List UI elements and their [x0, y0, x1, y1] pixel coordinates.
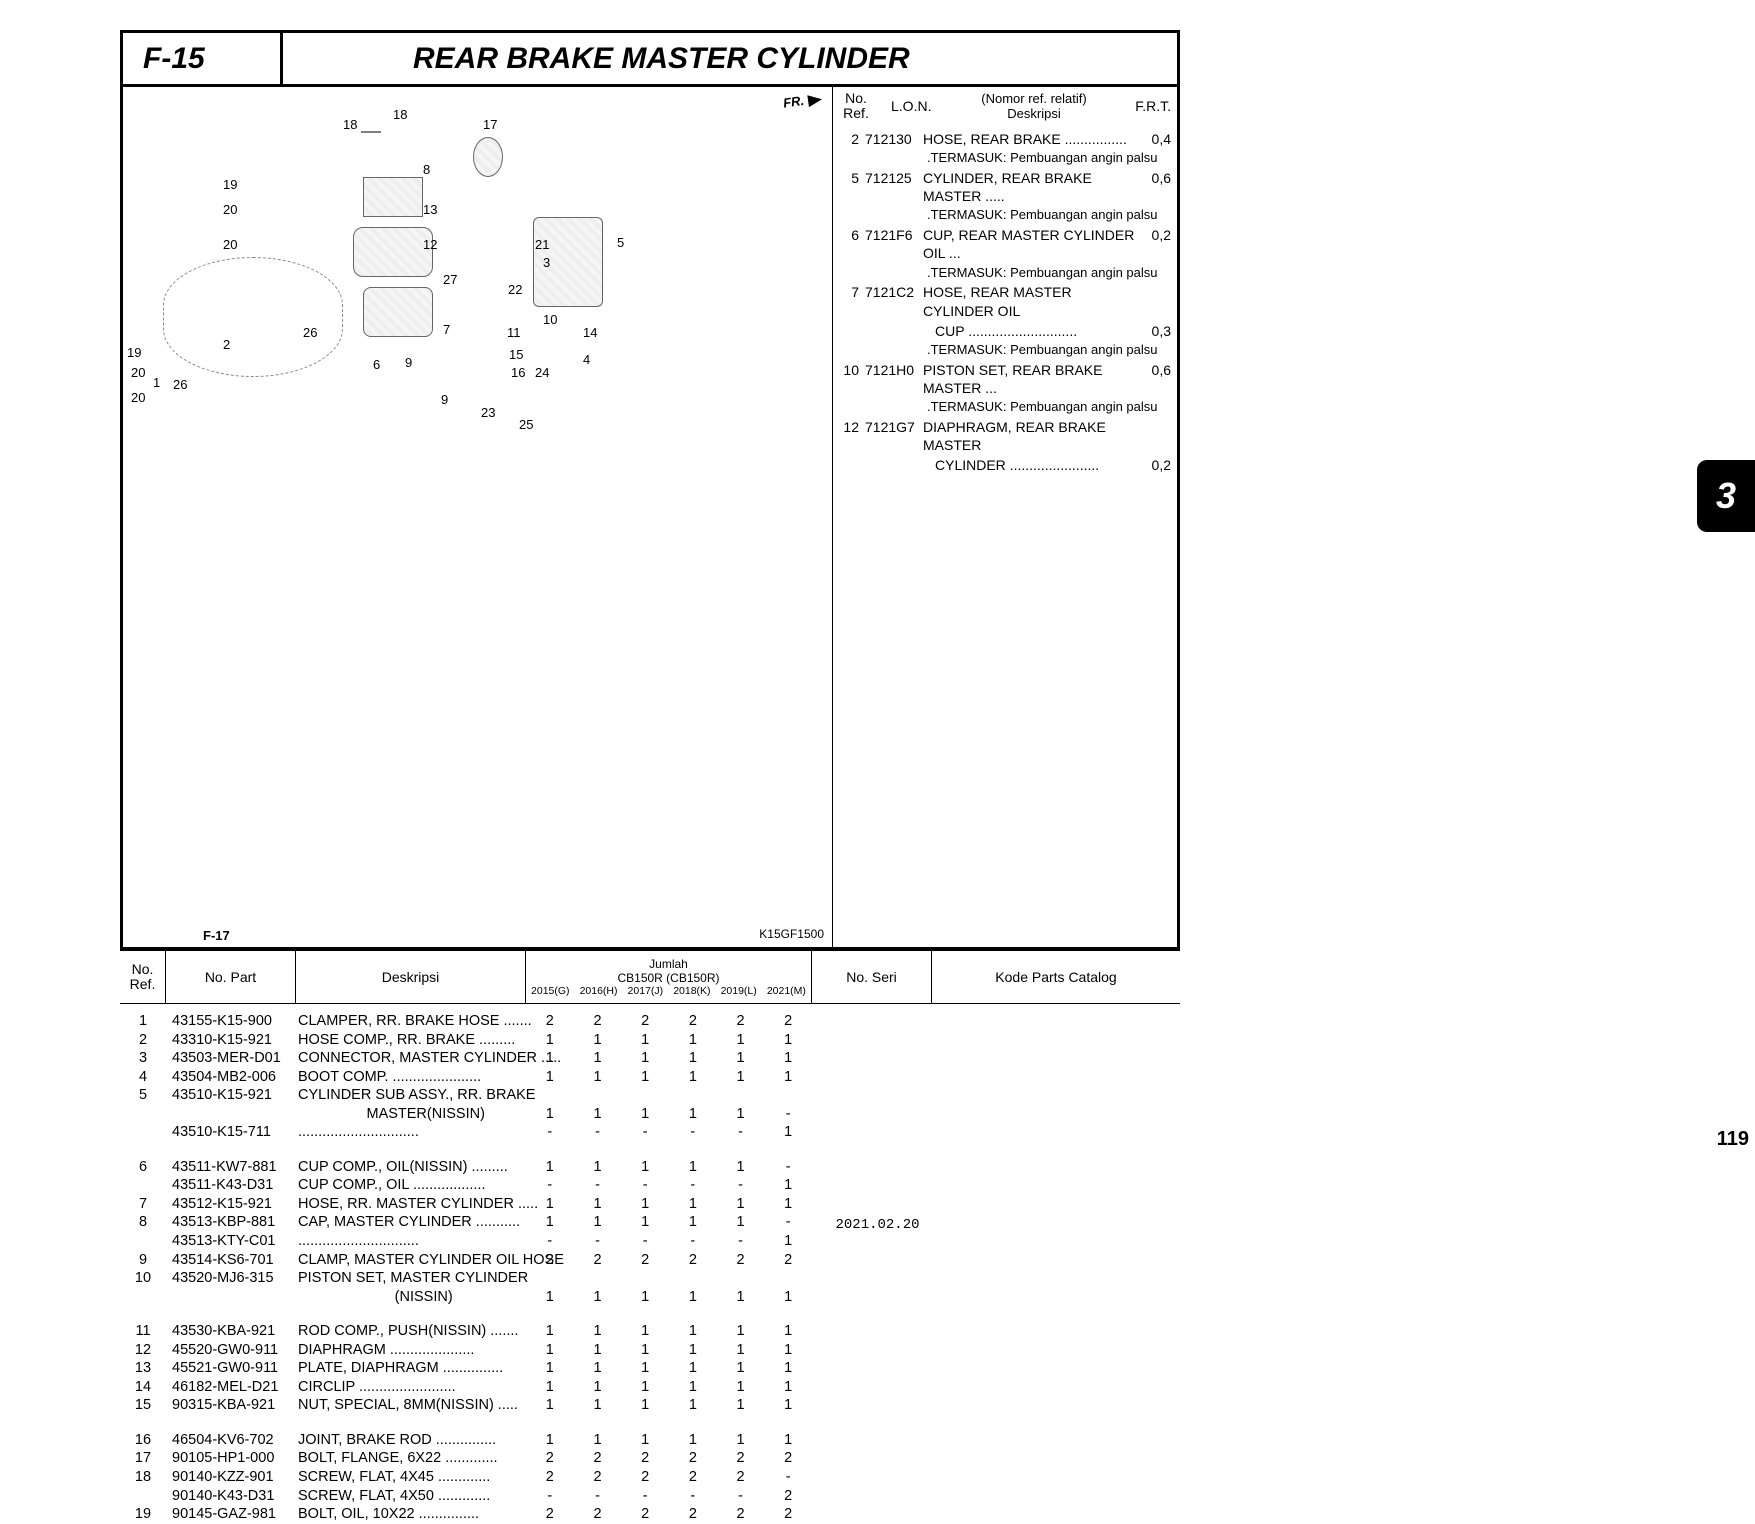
lon-subnote: .TERMASUK: Pembuangan angin palsu [927, 342, 1171, 359]
page-number: 119 [1717, 1128, 1749, 1151]
header-row: F-15 REAR BRAKE MASTER CYLINDER [123, 33, 1177, 87]
pth-model: CB150R (CB150R) [617, 971, 719, 985]
parts-row: 643511-KW7-881CUP COMP., OIL(NISSIN) ...… [120, 1158, 1180, 1177]
parts-row: 1890140-KZZ-901SCREW, FLAT, 4X45 .......… [120, 1468, 1180, 1487]
parts-table-header: No. Ref. No. Part Deskripsi Jumlah CB150… [120, 950, 1180, 1004]
exploded-diagram: 18 18 17 19 20 20 8 13 12 27 21 3 5 22 1… [163, 107, 812, 917]
parts-table-body: 143155-K15-900CLAMPER, RR. BRAKE HOSE ..… [120, 1004, 1180, 1524]
model-code: K15GF1500 [759, 927, 824, 941]
parts-row: 243310-K15-921HOSE COMP., RR. BRAKE ....… [120, 1031, 1180, 1050]
lon-head-ref: Ref. [839, 106, 873, 121]
parts-row: 43510-K15-711...........................… [120, 1123, 1180, 1142]
parts-row: 1043520-MJ6-315PISTON SET, MASTER CYLIND… [120, 1269, 1180, 1288]
pth-no: No. [132, 962, 154, 977]
parts-row: 1990145-GAZ-981BOLT, OIL, 10X22 ........… [120, 1505, 1180, 1524]
year-col: 2017(J) [628, 985, 664, 997]
lon-subnote: .TERMASUK: Pembuangan angin palsu [927, 150, 1171, 167]
pth-seri: No. Seri [812, 951, 932, 1003]
parts-row: 43511-K43-D31CUP COMP., OIL ............… [120, 1176, 1180, 1195]
parts-row: 1446182-MEL-D21CIRCLIP .................… [120, 1378, 1180, 1397]
lon-rows: 2712130HOSE, REAR BRAKE ................… [839, 130, 1171, 475]
lon-header: No. Ref. L.O.N. (Nomor ref. relatif) Des… [839, 91, 1171, 122]
parts-row: 43513-KTY-C01...........................… [120, 1232, 1180, 1251]
parts-row: 343503-MER-D01CONNECTOR, MASTER CYLINDER… [120, 1049, 1180, 1068]
year-col: 2016(H) [580, 985, 618, 997]
lon-row: 107121H0PISTON SET, REAR BRAKE MASTER ..… [839, 361, 1171, 397]
pth-jumlah: Jumlah [649, 957, 688, 971]
pth-kpc: Kode Parts Catalog [932, 951, 1180, 1003]
crossref-f17: F-17 [203, 928, 230, 943]
parts-row: 943514-KS6-701CLAMP, MASTER CYLINDER OIL… [120, 1251, 1180, 1270]
lon-row: 67121F6CUP, REAR MASTER CYLINDER OIL ...… [839, 226, 1171, 262]
pth-ref: Ref. [130, 977, 156, 992]
parts-row: 1345521-GW0-911PLATE, DIAPHRAGM ........… [120, 1359, 1180, 1378]
lon-head-nomor: (Nomor ref. relatif) [981, 91, 1086, 106]
parts-row: 90140-K43-D31SCREW, FLAT, 4X50 .........… [120, 1487, 1180, 1506]
year-col: 2018(K) [673, 985, 710, 997]
lon-row-cont: CYLINDER .......................0,2 [839, 456, 1171, 474]
lon-head-frt: F.R.T. [1125, 98, 1171, 114]
lon-subnote: .TERMASUK: Pembuangan angin palsu [927, 399, 1171, 416]
catalog-frame: F-15 REAR BRAKE MASTER CYLINDER FR. K15G… [120, 30, 1180, 950]
parts-row: 1790105-HP1-000BOLT, FLANGE, 6X22 ......… [120, 1449, 1180, 1468]
pth-part: No. Part [166, 951, 296, 1003]
lon-subnote: .TERMASUK: Pembuangan angin palsu [927, 207, 1171, 224]
lon-row: 77121C2HOSE, REAR MASTER CYLINDER OIL [839, 283, 1171, 319]
section-title: REAR BRAKE MASTER CYLINDER [283, 33, 1177, 84]
lon-row: 2712130HOSE, REAR BRAKE ................… [839, 130, 1171, 148]
footer-date: 2021.02.20 [0, 1217, 1755, 1233]
parts-row: 443504-MB2-006BOOT COMP. ...............… [120, 1068, 1180, 1087]
exploded-diagram-pane: FR. K15GF1500 18 18 17 19 20 20 [123, 87, 833, 947]
lon-panel: No. Ref. L.O.N. (Nomor ref. relatif) Des… [833, 87, 1177, 947]
lon-row: 127121G7DIAPHRAGM, REAR BRAKE MASTER [839, 418, 1171, 454]
parts-row: 1646504-KV6-702JOINT, BRAKE ROD ........… [120, 1431, 1180, 1450]
parts-row: 1143530-KBA-921ROD COMP., PUSH(NISSIN) .… [120, 1322, 1180, 1341]
parts-row: 1245520-GW0-911DIAPHRAGM ...............… [120, 1341, 1180, 1360]
parts-row: 143155-K15-900CLAMPER, RR. BRAKE HOSE ..… [120, 1012, 1180, 1031]
year-col: 2015(G) [531, 985, 570, 997]
chapter-tab: 3 [1697, 460, 1755, 532]
lon-head-no: No. [839, 91, 873, 106]
pth-desc: Deskripsi [296, 951, 526, 1003]
year-col: 2019(L) [721, 985, 757, 997]
parts-row: MASTER(NISSIN)11111- [120, 1105, 1180, 1124]
parts-table: No. Ref. No. Part Deskripsi Jumlah CB150… [120, 950, 1180, 1524]
section-code: F-15 [123, 33, 283, 84]
year-col: 2021(M) [767, 985, 806, 997]
lon-head-lon: L.O.N. [891, 98, 943, 114]
lon-head-deskripsi: Deskripsi [1007, 106, 1060, 121]
parts-row: 743512-K15-921HOSE, RR. MASTER CYLINDER … [120, 1195, 1180, 1214]
lon-row: 5712125CYLINDER, REAR BRAKE MASTER .....… [839, 169, 1171, 205]
parts-row: 1590315-KBA-921NUT, SPECIAL, 8MM(NISSIN)… [120, 1396, 1180, 1415]
parts-row: (NISSIN)111111 [120, 1288, 1180, 1307]
pth-years: 2015(G) 2016(H) 2017(J) 2018(K) 2019(L) 2021(… [526, 985, 811, 997]
lon-subnote: .TERMASUK: Pembuangan angin palsu [927, 265, 1171, 282]
lon-row-cont: CUP ............................0,3 [839, 322, 1171, 340]
parts-row: 543510-K15-921CYLINDER SUB ASSY., RR. BR… [120, 1086, 1180, 1105]
